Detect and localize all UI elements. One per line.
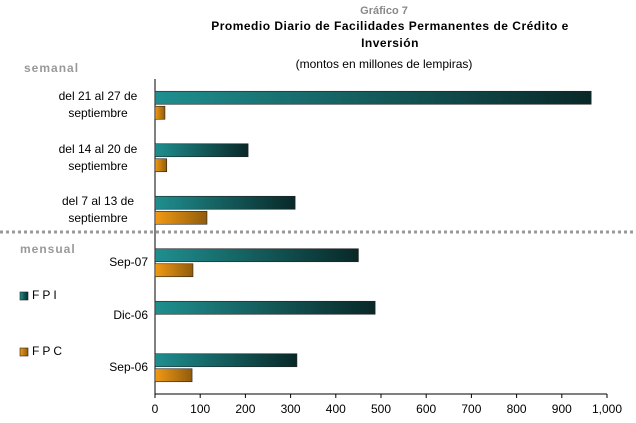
chart-title: Promedio Diario de Facilidades Permanent… xyxy=(211,19,569,50)
section-label: mensual xyxy=(20,242,76,256)
bar xyxy=(154,368,193,383)
bar xyxy=(154,90,592,105)
bar xyxy=(154,210,208,225)
category-box: del 14 al 20 de septiembre xyxy=(10,138,148,178)
category-box: Dic-06 xyxy=(10,295,148,335)
bar xyxy=(154,158,168,173)
bar xyxy=(154,248,359,263)
y-tick-label: Dic-06 xyxy=(113,307,148,322)
category-wrap: del 14 al 20 de septiembre xyxy=(10,138,148,178)
y-tick-label: Sep-06 xyxy=(109,360,148,375)
bar xyxy=(154,105,166,120)
legend-swatch xyxy=(19,291,29,301)
category-box: del 7 al 13 de septiembre xyxy=(10,190,148,230)
bar xyxy=(154,300,376,315)
x-tick-label: 200 xyxy=(235,402,255,416)
x-tick-label: 800 xyxy=(507,402,527,416)
category-wrap: del 7 al 13 de septiembre xyxy=(10,190,148,230)
category-box: del 21 al 27 de septiembre xyxy=(10,85,148,125)
x-tick-label: 500 xyxy=(371,402,391,416)
section-label: semanal xyxy=(24,61,79,75)
y-tick-label: Sep-07 xyxy=(109,255,148,270)
x-tick-label: 900 xyxy=(552,402,572,416)
x-tick-label: 0 xyxy=(152,402,159,416)
x-tick-label: 700 xyxy=(461,402,481,416)
category-box: Sep-06 xyxy=(10,348,148,388)
bar xyxy=(154,353,298,368)
x-tick-label: 600 xyxy=(416,402,436,416)
y-tick-label: del 14 al 20 de septiembre xyxy=(58,141,138,173)
chart-kicker: Gráfico 7 xyxy=(360,5,408,17)
category-wrap: Sep-06 xyxy=(10,348,148,388)
title-box: Promedio Diario de Facilidades Permanent… xyxy=(211,19,569,50)
x-tick-label: 1,000 xyxy=(592,402,622,416)
y-tick-label: del 7 al 13 de septiembre xyxy=(61,194,135,226)
bar xyxy=(154,195,296,210)
category-wrap: Dic-06 xyxy=(10,295,148,335)
x-tick-label: 100 xyxy=(190,402,210,416)
x-tick-label: 300 xyxy=(281,402,301,416)
legend-label: FPI xyxy=(32,288,60,302)
legend-swatch xyxy=(19,347,29,357)
bar xyxy=(154,143,249,158)
y-tick-label: del 21 al 27 de septiembre xyxy=(58,89,138,121)
category-wrap: Sep-07 xyxy=(10,243,148,283)
category-wrap: del 21 al 27 de septiembre xyxy=(10,85,148,125)
x-tick-label: 400 xyxy=(326,402,346,416)
category-box: Sep-07 xyxy=(10,243,148,283)
legend-label: FPC xyxy=(32,344,65,358)
bar xyxy=(154,263,194,278)
chart-subtitle: (montos en millones de lempiras) xyxy=(296,57,473,71)
